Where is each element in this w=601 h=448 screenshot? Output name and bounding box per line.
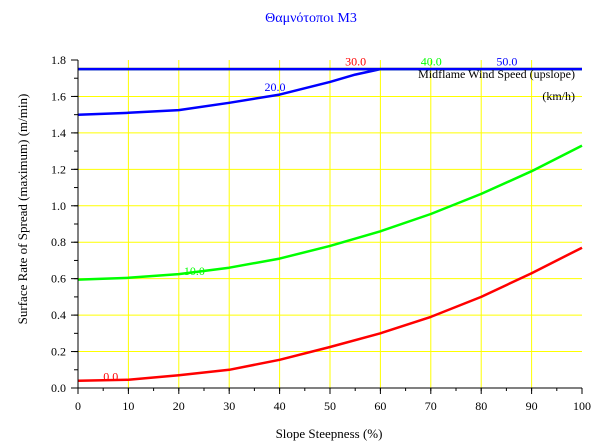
- y-tick-label: 0.2: [51, 345, 66, 359]
- y-tick-label: 1.0: [51, 199, 66, 213]
- x-tick-label: 30: [223, 399, 235, 413]
- x-tick-label: 10: [122, 399, 134, 413]
- series-line-10-0: [77, 144, 583, 281]
- grid-lines: [78, 60, 582, 388]
- series-lines: [77, 67, 583, 382]
- series-label: 0.0: [103, 370, 118, 384]
- x-tick-label: 90: [526, 399, 538, 413]
- x-tick-label: 20: [173, 399, 185, 413]
- series-label: 20.0: [264, 80, 285, 94]
- series-label: 50.0: [496, 54, 517, 68]
- axes: 0 10 20 30 40 50 60 70 80 90 100 0.0 0.2 0.4 0.6 0.8 1.0…: [51, 53, 591, 413]
- y-tick-label: 1.8: [51, 53, 66, 67]
- y-tick-label: 0.8: [51, 235, 66, 249]
- y-tick-label: 0.6: [51, 272, 66, 286]
- series-labels: 0.0 10.0 20.0 30.0 40.0 50.0: [103, 54, 517, 383]
- x-tick-label: 80: [475, 399, 487, 413]
- legend-title-line-2: (km/h): [542, 89, 575, 103]
- x-axis-label: Slope Steepness (%): [276, 426, 383, 441]
- series-label: 30.0: [345, 54, 366, 68]
- legend-title-line-1: Midflame Wind Speed (upslope): [418, 67, 575, 81]
- y-tick-label: 0.0: [51, 381, 66, 395]
- x-tick-label: 60: [374, 399, 386, 413]
- y-tick-label: 1.6: [51, 89, 66, 103]
- y-tick-label: 1.4: [51, 126, 66, 140]
- y-axis-label: Surface Rate of Spread (maximum) (m/min): [15, 94, 30, 325]
- x-tick-label: 70: [425, 399, 437, 413]
- x-tick-label: 50: [324, 399, 336, 413]
- x-tick-label: 100: [573, 399, 591, 413]
- series-label: 10.0: [184, 264, 205, 278]
- series-line-0-0: [77, 246, 583, 382]
- chart-title: Θαμνότοποι M3: [265, 11, 357, 26]
- x-tick-label: 0: [75, 399, 81, 413]
- x-tick-label: 40: [274, 399, 286, 413]
- y-tick-label: 0.4: [51, 308, 66, 322]
- y-tick-label: 1.2: [51, 162, 66, 176]
- series-label: 40.0: [421, 54, 442, 68]
